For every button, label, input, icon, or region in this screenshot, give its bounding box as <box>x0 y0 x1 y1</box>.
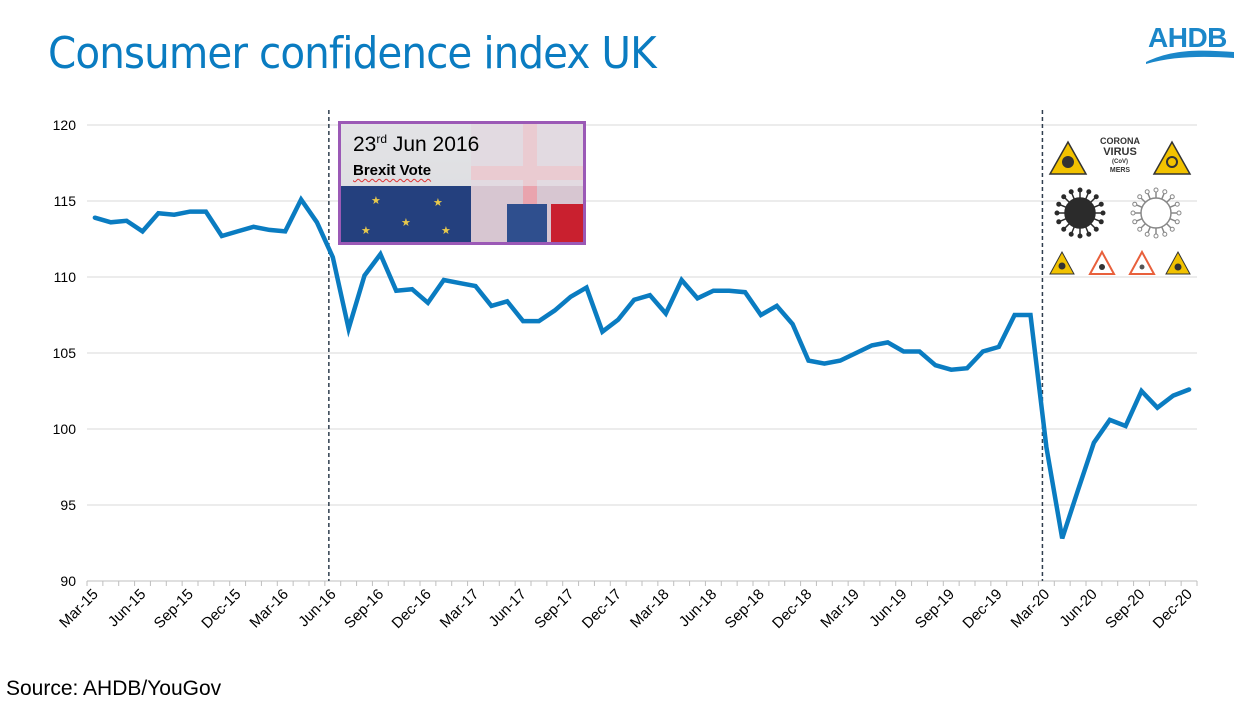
x-tick-label: Sep-18 <box>722 586 768 632</box>
series-line <box>92 195 1192 540</box>
eu-flag-puzzle <box>341 186 481 242</box>
series <box>92 195 1192 540</box>
gridlines <box>87 124 1197 506</box>
x-tick-label: Jun-18 <box>676 586 720 630</box>
x-tick-label: Sep-16 <box>341 586 387 632</box>
wave-icon <box>1146 50 1234 64</box>
svg-text:CORONA: CORONA <box>1100 136 1140 146</box>
x-tick-label: Dec-19 <box>959 586 1005 632</box>
x-tick-label: Jun-16 <box>295 586 339 630</box>
svg-text:MERS: MERS <box>1110 167 1131 174</box>
virus-dark-icon <box>1054 187 1106 239</box>
brexit-date: 23rd Jun 2016 <box>353 132 480 156</box>
corona-text: CORONA VIRUS (CoV) MERS <box>1100 136 1140 174</box>
warning-virus-icon <box>1048 140 1088 175</box>
x-tick-label: Mar-17 <box>437 586 483 632</box>
x-tick-label: Jun-19 <box>866 586 910 630</box>
x-tick-label: Mar-18 <box>627 586 673 632</box>
page-title: Consumer confidence index UK <box>48 28 657 79</box>
x-tick-label: Dec-18 <box>769 586 815 632</box>
y-tick-label: 110 <box>54 269 77 285</box>
svg-text:VIRUS: VIRUS <box>1103 146 1137 158</box>
x-tick-label: Mar-20 <box>1008 586 1054 632</box>
x-tick-label: Mar-15 <box>56 586 102 632</box>
x-tick-label: Dec-17 <box>579 586 625 632</box>
x-tick-label: Jun-15 <box>105 586 149 630</box>
svg-text:(CoV): (CoV) <box>1112 159 1128 165</box>
x-tick-label: Mar-16 <box>246 586 292 632</box>
coronavirus-icon-group: CORONA VIRUS (CoV) MERS <box>1048 136 1192 275</box>
y-tick-label: 115 <box>54 193 77 209</box>
x-tick-label: Sep-19 <box>912 586 958 632</box>
x-tick-label: Jun-20 <box>1056 586 1100 630</box>
x-tick-label: Dec-20 <box>1150 586 1196 632</box>
source-note: Source: AHDB/YouGov <box>6 677 222 700</box>
x-tick-label: Dec-15 <box>198 586 244 632</box>
y-tick-label: 100 <box>53 421 77 437</box>
warning-small-icons <box>1049 249 1191 275</box>
y-tick-label: 90 <box>60 573 76 589</box>
x-tick-label: Sep-15 <box>151 586 197 632</box>
vertical-markers <box>328 110 1044 581</box>
x-axis: Mar-15 Jun-15 Sep-15 Dec-15 Mar-16 Jun-16 Sep-… <box>56 580 1198 632</box>
y-axis: 90 95 100 105 110 115 120 <box>53 117 77 589</box>
ahdb-logo: AHDB <box>1144 22 1236 66</box>
logo-text: AHDB <box>1148 22 1227 53</box>
x-tick-label: Mar-19 <box>817 586 863 632</box>
brexit-annotation: ★ ★ ★ ★ ★ 23rd Jun 2016 Brexit Vote <box>338 121 586 245</box>
x-tick-label: Sep-20 <box>1102 586 1148 632</box>
x-tick-label: Jun-17 <box>485 586 529 630</box>
brexit-label: Brexit Vote <box>353 162 432 179</box>
y-tick-label: 120 <box>53 117 77 133</box>
biohazard-icon <box>1152 140 1192 175</box>
virus-outline-icon <box>1130 187 1182 239</box>
x-tick-label: Sep-17 <box>531 586 577 632</box>
y-tick-label: 95 <box>60 497 76 513</box>
x-tick-label: Dec-16 <box>389 586 435 632</box>
y-tick-label: 105 <box>53 345 77 361</box>
